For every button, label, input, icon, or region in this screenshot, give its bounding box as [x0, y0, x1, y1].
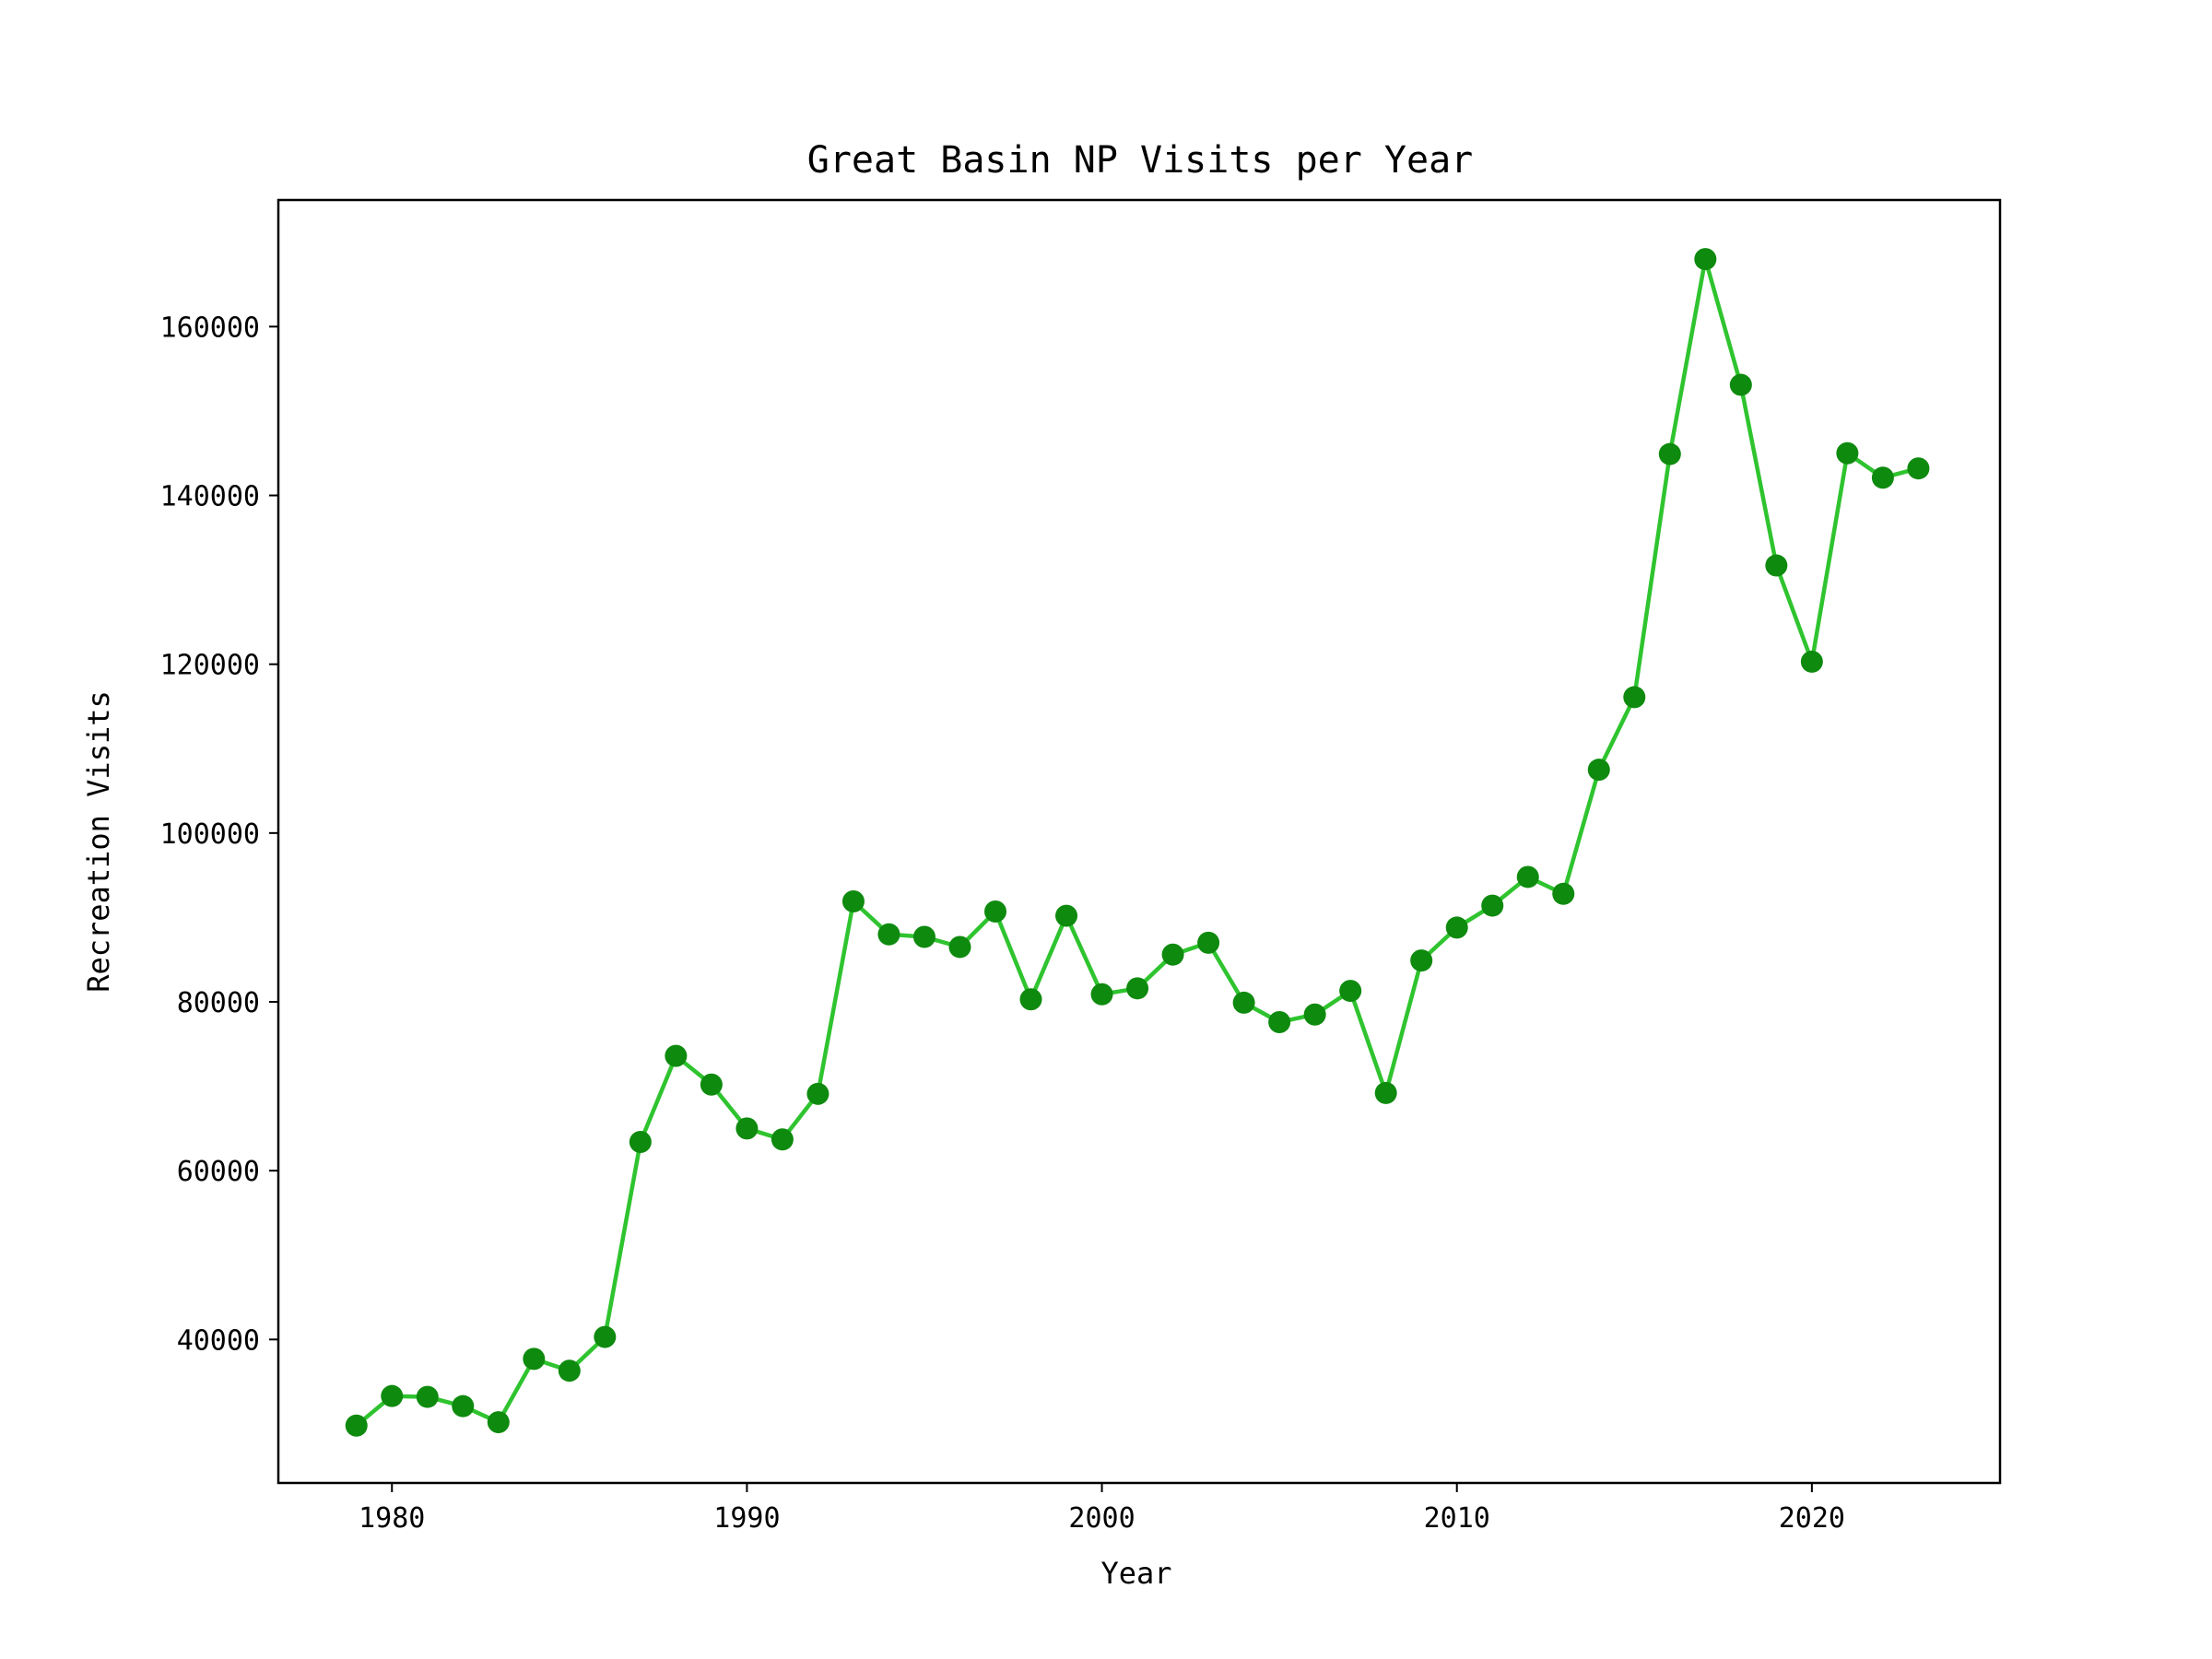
- data-point: [1871, 466, 1894, 489]
- x-tick-label: 2000: [1068, 1502, 1135, 1535]
- data-point: [1552, 882, 1575, 905]
- data-point: [1090, 982, 1113, 1006]
- data-point: [345, 1414, 368, 1437]
- y-tick-label: 140000: [160, 481, 260, 513]
- data-point: [984, 900, 1007, 924]
- data-point: [1765, 554, 1788, 577]
- data-point: [1445, 916, 1468, 939]
- data-point: [735, 1117, 759, 1140]
- y-tick-label: 40000: [177, 1324, 260, 1357]
- data-point: [700, 1073, 723, 1096]
- y-axis-ticks: 40000 60000 80000 100000 120000 140000 160000: [160, 312, 278, 1357]
- data-point: [1055, 904, 1078, 927]
- plot-frame: [276, 198, 2002, 1485]
- x-tick-label: 1980: [359, 1502, 425, 1535]
- x-tick-label: 2020: [1779, 1502, 1845, 1535]
- data-point: [629, 1131, 652, 1154]
- data-point: [877, 923, 900, 946]
- series-layer: [345, 248, 1930, 1437]
- data-point: [1516, 865, 1539, 888]
- data-point: [665, 1044, 688, 1067]
- y-tick-label: 100000: [160, 818, 260, 851]
- data-point: [1019, 988, 1042, 1011]
- data-point: [948, 935, 971, 959]
- x-axis-ticks: 1980 1990 2000 2010 2020: [359, 1483, 1845, 1535]
- data-point: [1481, 894, 1504, 917]
- data-point: [1161, 943, 1184, 966]
- y-tick-label: 120000: [160, 650, 260, 682]
- data-point: [381, 1384, 404, 1407]
- data-point: [594, 1325, 617, 1348]
- data-point: [1907, 457, 1930, 480]
- data-point: [452, 1394, 475, 1418]
- data-point: [912, 925, 935, 948]
- data-point: [1658, 442, 1681, 465]
- data-point: [1694, 248, 1717, 271]
- chart-title: Great Basin NP Visits per Year: [807, 139, 1473, 182]
- x-tick-label: 2010: [1424, 1502, 1490, 1535]
- y-axis-label: Recreation Visits: [81, 690, 116, 993]
- y-tick-label: 60000: [177, 1156, 260, 1188]
- data-point: [771, 1128, 794, 1151]
- data-point: [1410, 949, 1433, 972]
- data-point: [1197, 931, 1220, 954]
- x-tick-label: 1990: [713, 1502, 780, 1535]
- x-axis-label: Year: [1100, 1556, 1171, 1591]
- y-tick-label: 80000: [177, 987, 260, 1019]
- data-point: [416, 1385, 439, 1408]
- data-point: [1339, 980, 1362, 1003]
- data-point: [1729, 373, 1752, 396]
- data-point: [1232, 991, 1255, 1014]
- data-point: [523, 1347, 546, 1371]
- data-point: [1836, 441, 1859, 465]
- data-point: [1800, 650, 1823, 673]
- data-point: [841, 890, 865, 913]
- data-point: [1303, 1003, 1326, 1026]
- data-point: [558, 1359, 581, 1382]
- data-point: [1374, 1081, 1397, 1104]
- data-point: [1126, 977, 1149, 1000]
- y-tick-label: 160000: [160, 312, 260, 344]
- data-point: [806, 1082, 830, 1105]
- data-point: [1623, 686, 1646, 709]
- data-point: [1268, 1010, 1291, 1033]
- data-point: [1587, 759, 1610, 782]
- data-point: [487, 1411, 510, 1434]
